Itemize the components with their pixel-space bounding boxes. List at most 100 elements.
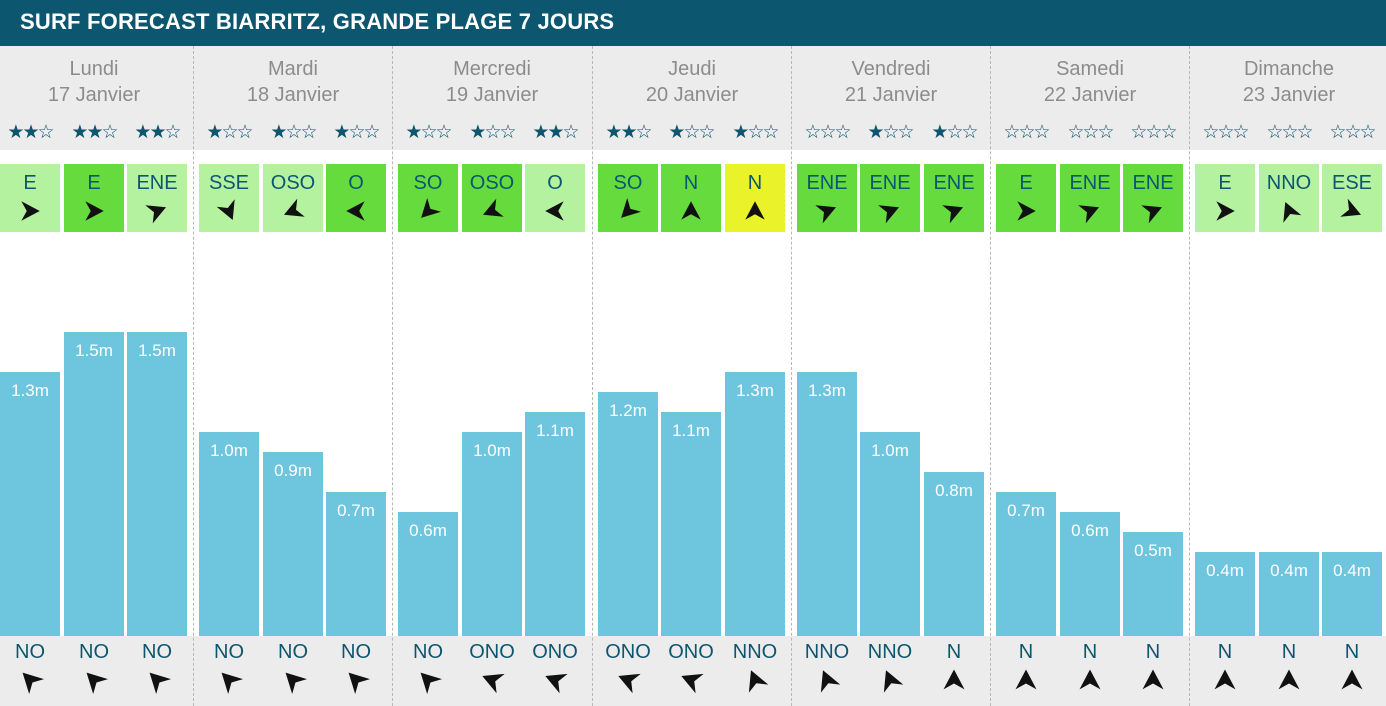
swell-arrow-icon bbox=[482, 673, 505, 694]
wave-height-label: 0.7m bbox=[1007, 501, 1045, 520]
wind-direction-label: E bbox=[1218, 172, 1232, 194]
swell-direction-label: N bbox=[1145, 641, 1161, 663]
star-rating: ★☆☆ bbox=[398, 119, 458, 145]
swell-arrow-icon bbox=[149, 672, 171, 694]
swell-arrow bbox=[1123, 666, 1183, 694]
swell-arrow bbox=[127, 666, 187, 694]
star-empty-icon: ☆ bbox=[635, 121, 653, 143]
star-empty-icon: ☆ bbox=[1160, 121, 1178, 143]
swell-direction-label: ONO bbox=[469, 641, 515, 663]
swell-arrow-icon bbox=[1015, 669, 1037, 690]
wind-direction-label: E bbox=[1019, 172, 1033, 194]
wave-height-bar: 1.1m bbox=[661, 412, 721, 636]
swell-arrow bbox=[1322, 666, 1382, 694]
wave-height-label: 1.0m bbox=[210, 441, 248, 460]
star-empty-icon: ☆ bbox=[946, 121, 963, 143]
star-rating: ★★☆ bbox=[64, 119, 124, 145]
star-empty-icon: ☆ bbox=[961, 121, 979, 143]
wind-arrow-icon bbox=[1078, 205, 1100, 224]
star-empty-icon: ☆ bbox=[698, 121, 716, 143]
star-filled-icon: ★ bbox=[149, 121, 166, 143]
swell-arrow-icon bbox=[618, 673, 641, 694]
swell-arrow bbox=[199, 666, 259, 694]
swell-arrow-icon bbox=[883, 670, 904, 693]
wind-arrow-icon bbox=[1340, 198, 1362, 217]
swell-arrow bbox=[0, 666, 60, 694]
day-date: 20 Janvier bbox=[645, 84, 739, 106]
star-empty-icon: ☆ bbox=[1344, 121, 1361, 143]
day-divider bbox=[990, 46, 991, 706]
star-filled-icon: ★ bbox=[469, 121, 486, 143]
wind-cell: ENE bbox=[797, 164, 857, 232]
wave-height-label: 1.3m bbox=[736, 381, 774, 400]
wave-height-bar: 0.9m bbox=[263, 452, 323, 636]
star-filled-icon: ★ bbox=[732, 121, 749, 143]
star-filled-icon: ★ bbox=[86, 121, 103, 143]
swell-direction-label: N bbox=[1082, 641, 1098, 663]
wave-height-label: 0.4m bbox=[1270, 561, 1308, 580]
swell-arrow-icon bbox=[681, 673, 704, 694]
star-empty-icon: ☆ bbox=[221, 121, 238, 143]
star-empty-icon: ☆ bbox=[1130, 121, 1147, 143]
star-empty-icon: ☆ bbox=[499, 121, 517, 143]
swell-arrow bbox=[996, 666, 1056, 694]
star-empty-icon: ☆ bbox=[236, 121, 254, 143]
swell-arrow-icon bbox=[348, 672, 370, 694]
wave-height-bar: 1.0m bbox=[199, 432, 259, 636]
star-rating: ★★☆ bbox=[598, 119, 658, 145]
wave-height-label: 0.6m bbox=[1071, 521, 1109, 540]
star-empty-icon: ☆ bbox=[285, 121, 302, 143]
star-rating: ☆☆☆ bbox=[1123, 119, 1183, 145]
star-filled-icon: ★ bbox=[206, 121, 223, 143]
wave-height-label: 1.0m bbox=[871, 441, 909, 460]
star-empty-icon: ☆ bbox=[1281, 121, 1298, 143]
wind-cell: O bbox=[525, 164, 585, 232]
star-empty-icon: ☆ bbox=[484, 121, 501, 143]
day-label: Samedi 22 Janvier bbox=[994, 56, 1186, 108]
star-empty-icon: ☆ bbox=[1145, 121, 1162, 143]
day-name: Samedi bbox=[1056, 58, 1124, 80]
wave-height-label: 1.3m bbox=[808, 381, 846, 400]
swell-direction-label: N bbox=[1281, 641, 1297, 663]
wave-height-label: 1.5m bbox=[75, 341, 113, 360]
wind-cell: O bbox=[326, 164, 386, 232]
wind-direction-label: SSE bbox=[208, 172, 250, 194]
wind-direction-label: ESE bbox=[1331, 172, 1373, 194]
wind-direction-label: ENE bbox=[1132, 172, 1174, 194]
wind-cell: N bbox=[661, 164, 721, 232]
star-rating: ★★☆ bbox=[525, 119, 585, 145]
star-empty-icon: ☆ bbox=[1097, 121, 1115, 143]
wind-cell: ENE bbox=[127, 164, 187, 232]
swell-direction-label: ONO bbox=[532, 641, 578, 663]
star-rating: ★☆☆ bbox=[661, 119, 721, 145]
swell-arrow-icon bbox=[1278, 669, 1300, 690]
star-empty-icon: ☆ bbox=[562, 121, 580, 143]
wave-height-bar: 1.0m bbox=[462, 432, 522, 636]
swell-direction-label: NO bbox=[79, 641, 109, 663]
star-empty-icon: ☆ bbox=[1329, 121, 1346, 143]
swell-arrow bbox=[64, 666, 124, 694]
day-name: Dimanche bbox=[1243, 58, 1335, 80]
wave-height-bar: 1.3m bbox=[725, 372, 785, 636]
swell-arrow bbox=[598, 666, 658, 694]
swell-direction-label: N bbox=[946, 641, 962, 663]
wave-height-label: 0.5m bbox=[1134, 541, 1172, 560]
swell-direction-label: N bbox=[1217, 641, 1233, 663]
star-rating: ★☆☆ bbox=[326, 119, 386, 145]
day-label: Mercredi 19 Janvier bbox=[396, 56, 588, 108]
wave-height-label: 0.6m bbox=[409, 521, 447, 540]
wind-arrow-icon bbox=[283, 198, 305, 217]
wind-direction-label: O bbox=[547, 172, 563, 194]
day-divider bbox=[592, 46, 593, 706]
star-empty-icon: ☆ bbox=[1359, 121, 1377, 143]
star-filled-icon: ★ bbox=[333, 121, 350, 143]
swell-arrow-icon bbox=[221, 672, 243, 694]
swell-direction-label: ONO bbox=[605, 641, 651, 663]
star-rating: ☆☆☆ bbox=[797, 119, 857, 145]
wind-arrow-icon bbox=[815, 205, 837, 224]
wind-arrow-icon bbox=[21, 201, 40, 221]
wind-arrow-icon bbox=[942, 205, 964, 224]
wind-arrow-icon bbox=[85, 201, 104, 221]
star-empty-icon: ☆ bbox=[834, 121, 852, 143]
star-filled-icon: ★ bbox=[7, 121, 24, 143]
